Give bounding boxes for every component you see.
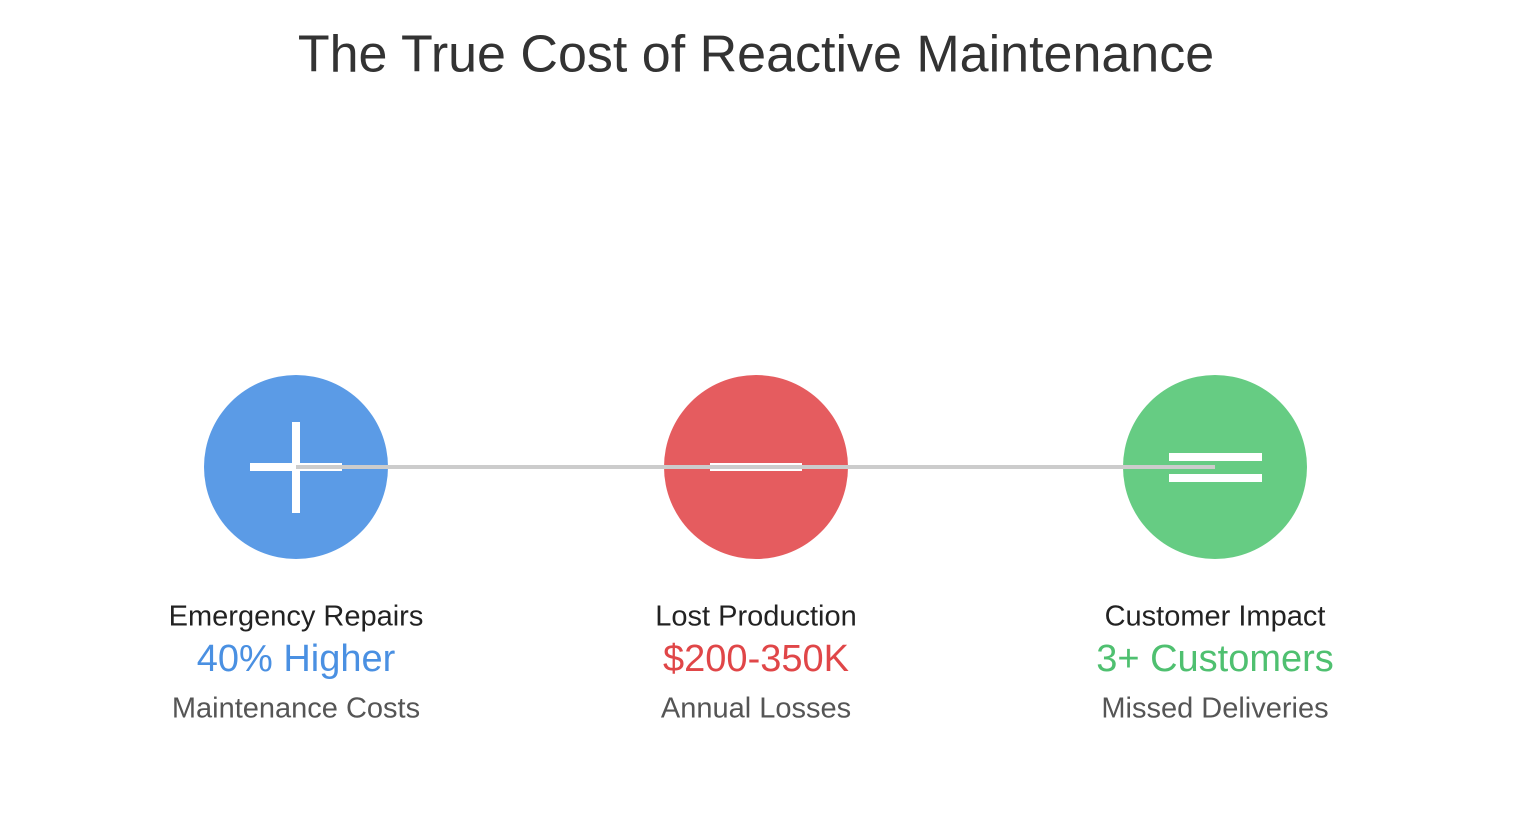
item-value: 40% Higher xyxy=(197,638,396,680)
item-sublabel: Missed Deliveries xyxy=(1101,693,1328,725)
item-label: Lost Production xyxy=(655,601,857,633)
item-value: $200-350K xyxy=(663,638,849,680)
icon-glyph xyxy=(1169,474,1262,482)
item-label: Customer Impact xyxy=(1105,601,1326,633)
icon-glyph xyxy=(1169,453,1262,461)
item-sublabel: Annual Losses xyxy=(661,693,851,725)
item-sublabel: Maintenance Costs xyxy=(172,693,420,725)
title: The True Cost of Reactive Maintenance xyxy=(298,26,1214,84)
item-value: 3+ Customers xyxy=(1096,638,1334,680)
item-label: Emergency Repairs xyxy=(169,601,424,633)
